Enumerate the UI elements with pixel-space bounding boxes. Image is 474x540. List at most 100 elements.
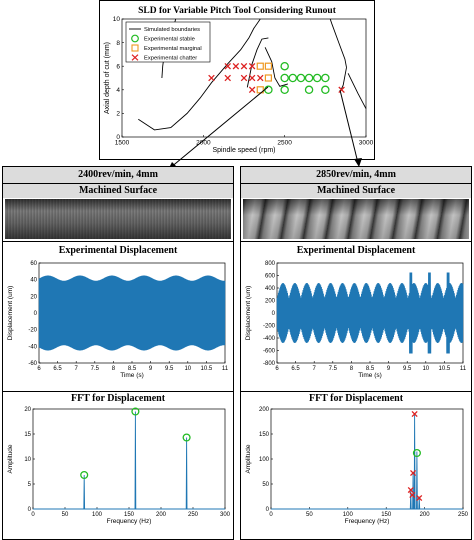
fft-peak-circle-marker <box>412 448 421 458</box>
x-tick-label: 250 <box>458 512 469 518</box>
y-tick-label: 20 <box>30 294 37 300</box>
fft-peak-x-marker <box>416 494 423 502</box>
displacement-signal-line <box>276 272 464 354</box>
x-axis-label: Time (s) <box>358 372 382 379</box>
right-displacement-chart: 6 6.5 7 7.5 8 8.5 9 9.5 10 10.5 11 -800 -600 -400 -200… <box>245 261 467 379</box>
legend-square-symbol <box>131 44 139 52</box>
right-panel: 2850rev/min, 4mm Machined Surface Experi… <box>240 166 472 540</box>
y-tick-label: -20 <box>28 328 37 334</box>
left-panel-header-text: 2400rev/min, 4mm <box>78 169 158 180</box>
x-tick-label: 150 <box>124 512 135 518</box>
fft-spectrum-line <box>33 411 225 510</box>
x-tick-label: 2000 <box>196 140 211 147</box>
chatter-marker <box>240 74 248 82</box>
x-axis-label: Spindle speed (rpm) <box>212 147 275 154</box>
x-tick-label: 100 <box>92 512 103 518</box>
right-displacement-title: Experimental Displacement <box>296 245 416 256</box>
left-fft-chart: 0 50 100 150 200 250 300 0 5 10 15 20 Frequency (Hz)… <box>7 407 231 525</box>
legend-circle-symbol <box>131 34 139 43</box>
right-surface-title: Machined Surface <box>316 185 396 196</box>
x-tick-label: 0 <box>269 512 273 518</box>
right-panel-header-text: 2850rev/min, 4mm <box>316 169 396 180</box>
simulated-boundary-line <box>264 47 289 87</box>
y-tick-label: 400 <box>265 286 276 292</box>
x-axis-label: Frequency (Hz) <box>107 518 152 525</box>
y-tick-label: 2 <box>116 111 120 118</box>
x-tick-label: 8.5 <box>128 366 137 372</box>
x-tick-label: 7 <box>313 366 317 372</box>
x-tick-label: 7 <box>75 366 79 372</box>
sld-chart: SLD for Variable Pitch Tool Considering … <box>104 6 374 154</box>
chatter-marker <box>240 62 248 70</box>
y-axis-label: Displacement (um) <box>7 286 14 341</box>
fft-peak-x-marker <box>410 469 417 477</box>
left-panel: 2400rev/min, 4mm Machined Surface Experi… <box>2 166 234 540</box>
x-tick-label: 1500 <box>115 140 130 147</box>
right-panel-header: 2850rev/min, 4mm <box>241 167 471 184</box>
fft-peak-x-marker <box>407 486 414 494</box>
legend-entry-label: Simulated boundaries <box>144 27 200 33</box>
left-displacement-title: Experimental Displacement <box>58 245 178 256</box>
x-tick-label: 7.5 <box>329 366 338 372</box>
legend-entry-label: Experimental stable <box>144 37 195 43</box>
left-fft-title: FFT for Displacement <box>70 393 166 404</box>
marginal-marker <box>264 62 272 70</box>
fft-peak-x-marker <box>411 410 418 418</box>
x-tick-label: 11 <box>460 366 467 372</box>
x-tick-label: 9.5 <box>403 366 412 372</box>
y-tick-label: 5 <box>28 482 32 488</box>
x-tick-label: 150 <box>381 512 392 518</box>
left-surface-header: Machined Surface <box>3 184 233 198</box>
x-axis-label: Time (s) <box>120 372 144 379</box>
simulated-boundary-line <box>138 18 261 131</box>
simulated-boundary-line <box>246 37 269 88</box>
x-tick-label: 8 <box>112 366 116 372</box>
x-tick-label: 10 <box>422 366 429 372</box>
x-tick-label: 9 <box>149 366 153 372</box>
x-tick-label: 10.5 <box>439 366 451 372</box>
x-tick-label: 10.5 <box>201 366 213 372</box>
y-tick-label: 10 <box>24 457 31 463</box>
x-tick-label: 300 <box>220 512 231 518</box>
y-tick-label: 8 <box>116 40 120 47</box>
y-tick-label: 20 <box>24 407 31 413</box>
y-tick-label: 200 <box>259 407 270 413</box>
x-tick-label: 6.5 <box>53 366 62 372</box>
legend-entry-label: Experimental chatter <box>144 56 197 62</box>
y-tick-label: -400 <box>263 336 276 342</box>
y-tick-label: 50 <box>262 482 269 488</box>
stable-marker <box>280 61 289 71</box>
stable-marker <box>296 73 306 83</box>
chatter-marker <box>224 74 231 82</box>
x-tick-label: 7.5 <box>91 366 100 372</box>
y-tick-label: 100 <box>259 457 270 463</box>
x-tick-label: 8.5 <box>366 366 375 372</box>
plot-area <box>270 408 464 510</box>
left-divider-1 <box>3 241 233 242</box>
right-fft-chart: 0 50 100 150 200 250 0 50 100 150 200 Frequency (Hz… <box>245 407 469 525</box>
y-tick-label: -800 <box>263 361 276 367</box>
y-axis-label: Displacement (um) <box>245 286 252 341</box>
sld-title: SLD for Variable Pitch Tool Considering … <box>138 6 337 16</box>
left-divider-2 <box>3 391 233 392</box>
chatter-marker <box>224 62 231 70</box>
legend-x-symbol <box>131 54 139 61</box>
x-tick-label: 10 <box>184 366 191 372</box>
marginal-marker <box>256 62 264 70</box>
left-displacement-chart: 6 6.5 7 7.5 8 8.5 9 9.5 10 10.5 11 -60 -40 -20 0 20 40 60… <box>7 261 229 379</box>
x-tick-label: 50 <box>306 512 313 518</box>
x-tick-label: 2500 <box>277 140 292 147</box>
y-axis-label: Axial depth of cut (mm) <box>104 42 111 114</box>
chatter-marker <box>248 74 256 82</box>
y-axis-label: Amplitude <box>7 444 14 473</box>
x-tick-label: 200 <box>420 512 431 518</box>
y-tick-label: 0 <box>266 507 270 513</box>
displacement-signal-line <box>38 275 226 351</box>
fft-peak-circle-marker <box>80 470 89 480</box>
fft-peak-circle-marker <box>182 433 191 442</box>
y-tick-label: 10 <box>113 16 121 23</box>
x-tick-label: 250 <box>188 512 199 518</box>
fft-peak-circle-marker <box>131 407 140 416</box>
x-tick-label: 6 <box>37 366 41 372</box>
y-tick-label: 0 <box>28 507 32 513</box>
